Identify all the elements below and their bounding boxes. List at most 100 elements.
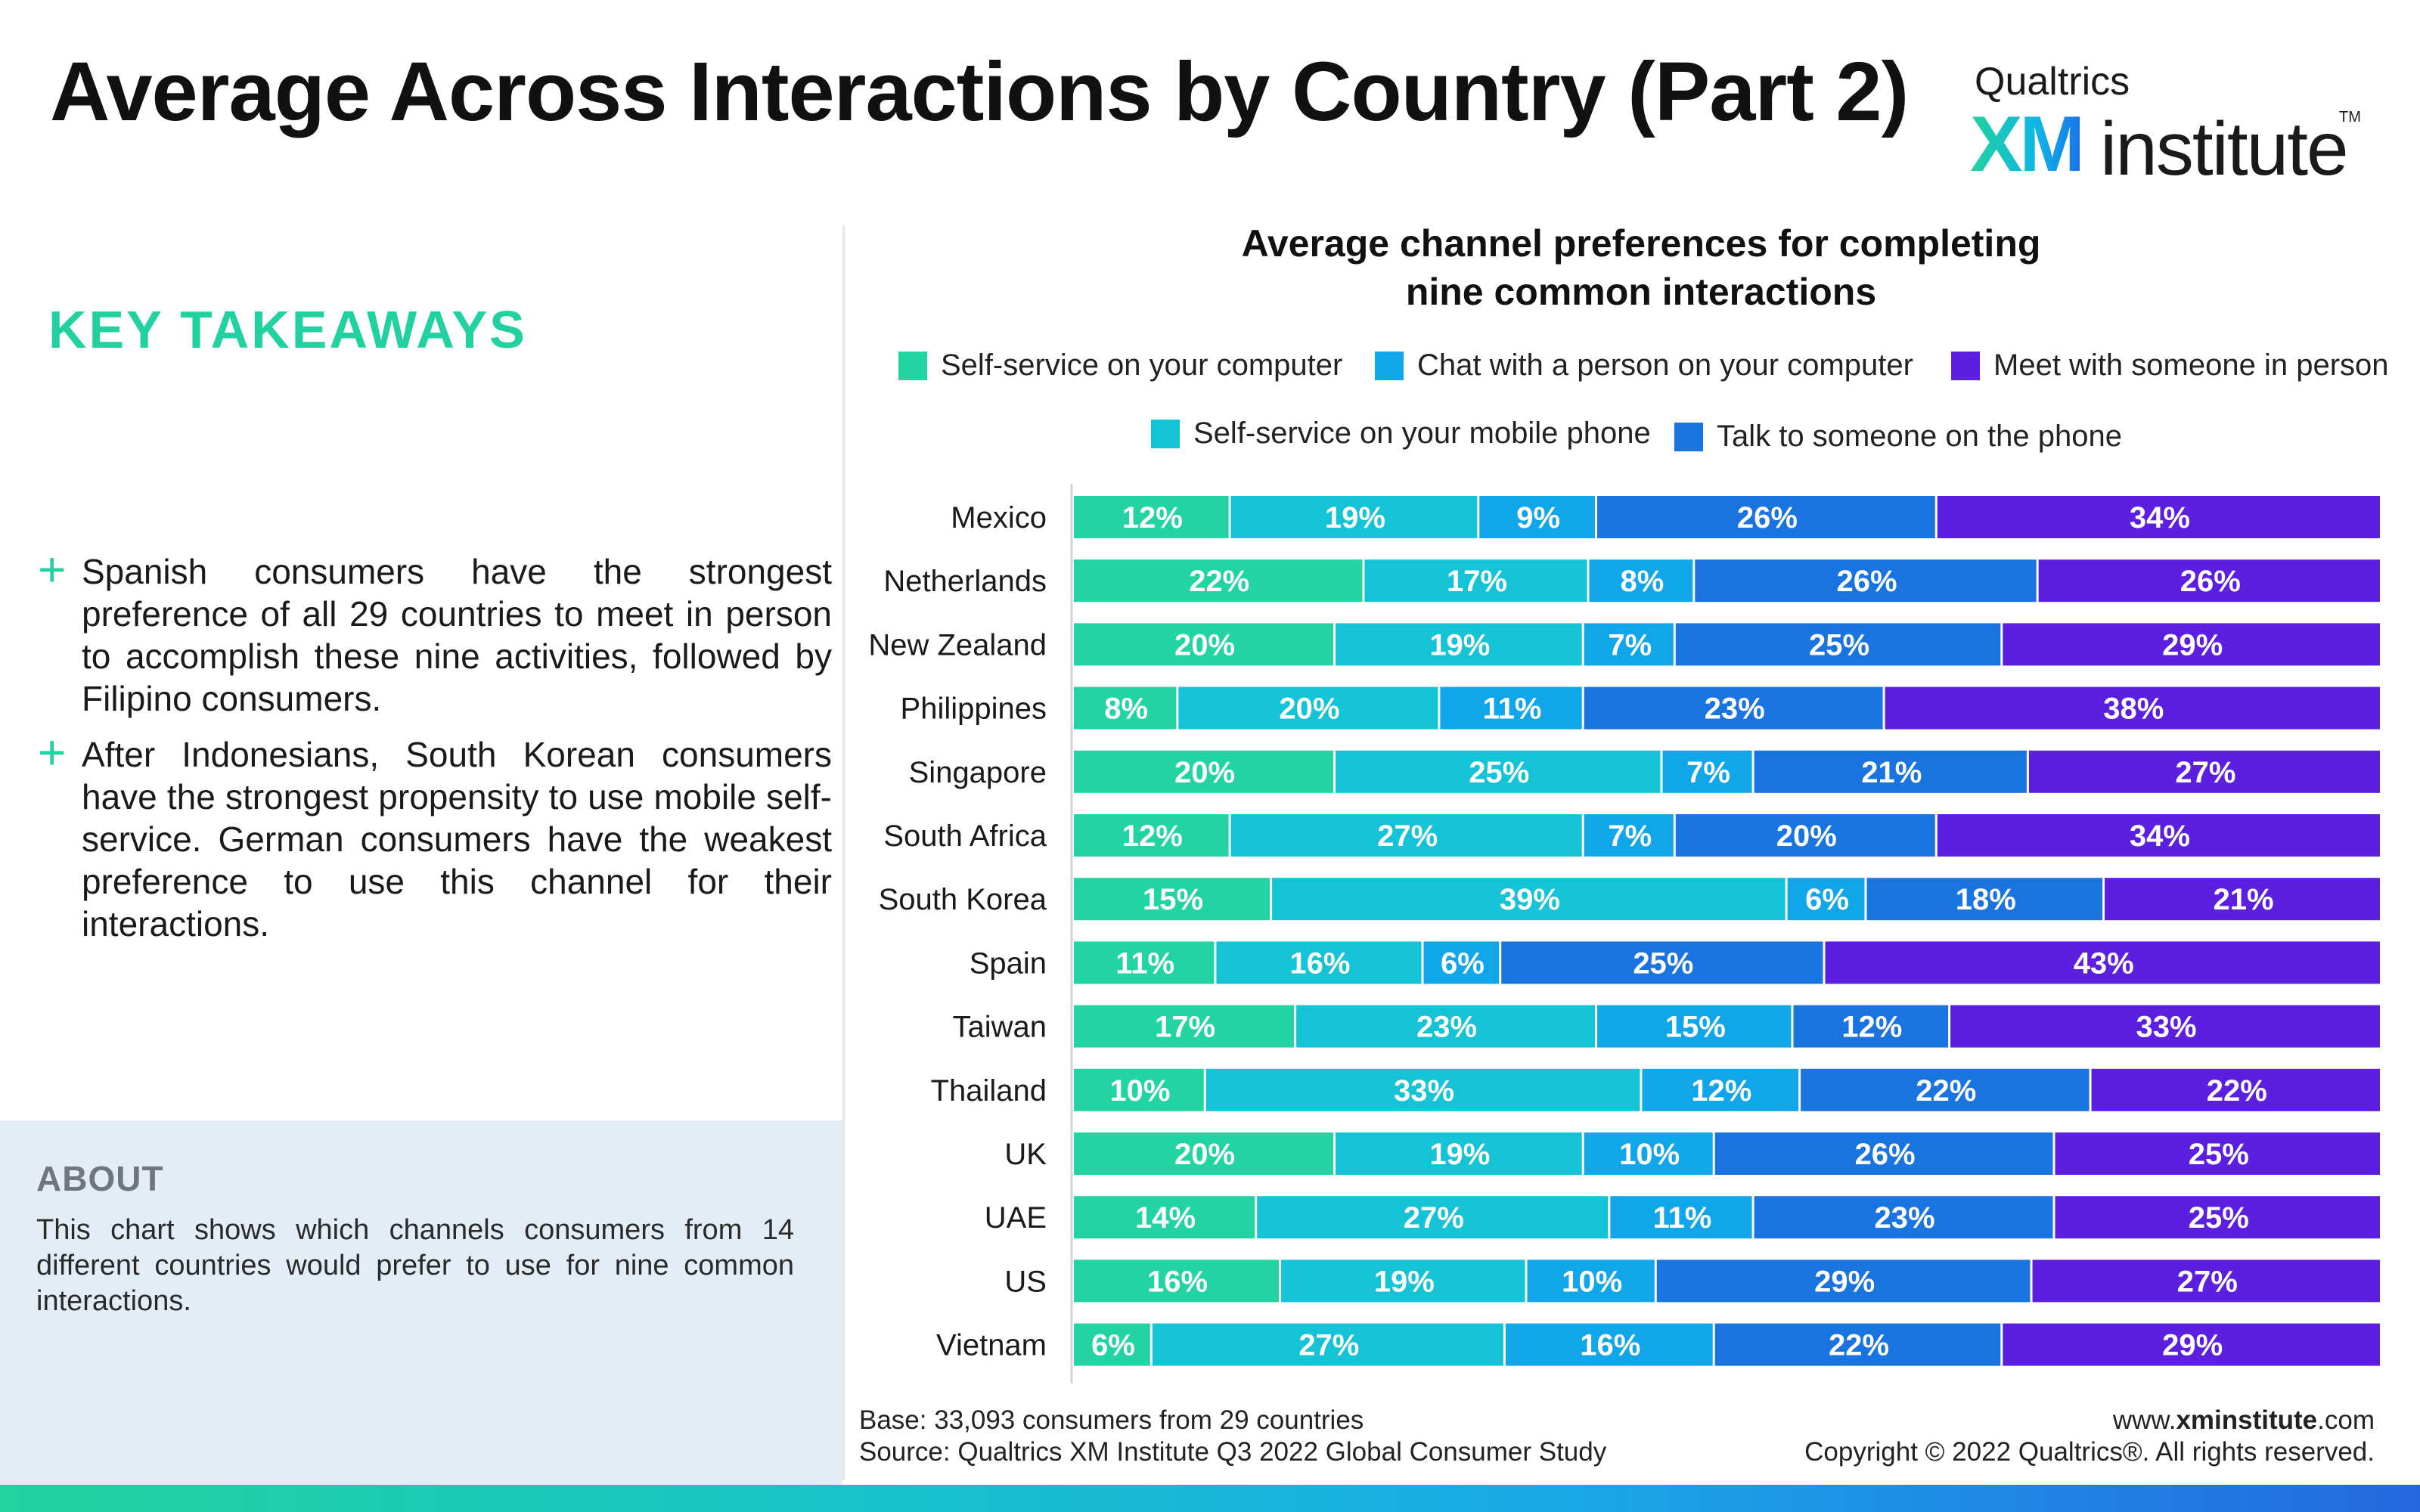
bar-segment [2038,559,2380,603]
data-label: 27% [1404,1201,1464,1235]
data-label: 8% [1621,565,1665,598]
data-label: 21% [2213,883,2273,916]
bar-segment [1527,1259,1655,1303]
data-label: 19% [1325,501,1385,534]
category-label: Spain [970,947,1047,980]
data-label: 34% [2130,820,2190,853]
bar-segment [1754,750,2027,793]
bar-segment [1423,941,1500,984]
data-label: 27% [2175,756,2235,789]
bar-segment [2091,1068,2380,1111]
bar-segment [1336,1132,1582,1175]
bar-segment [1675,623,2001,666]
footer-source: Source: Qualtrics XM Institute Q3 2022 G… [859,1437,1607,1467]
key-takeaways-heading: KEY TAKEAWAYS [48,300,527,359]
data-label: 7% [1608,628,1652,662]
data-label: 18% [1956,883,2016,916]
data-label: 17% [1447,565,1507,598]
bar-segment [1074,1196,1255,1239]
data-label: 19% [1429,628,1490,662]
bar-segment [1479,496,1595,538]
data-label: 23% [1875,1201,1935,1235]
legend-item-talk-phone: Talk to someone on the phone [1674,420,2122,459]
bar-segment [1793,1005,1949,1048]
data-label: 21% [1861,756,1922,789]
data-label: 33% [2136,1011,2197,1044]
data-label: 11% [1483,692,1542,726]
bar-segment [1584,623,1674,666]
bar-segment [1937,496,2380,538]
about-text: This chart shows which channels consumer… [36,1214,794,1317]
data-label: 12% [1122,501,1183,534]
data-label: 23% [1416,1011,1477,1044]
bar-segment [1296,1005,1595,1048]
data-label: 6% [1805,883,1849,916]
data-label: 25% [1633,947,1693,980]
data-label: 23% [1705,692,1765,726]
category-label: Mexico [951,501,1047,534]
bar-segment [1074,1132,1333,1175]
bar-segment [1695,559,2037,603]
legend-label: Chat with a person on your computer [1417,349,1913,382]
bar-segment [1074,941,1215,984]
bar-segment [1642,1068,1799,1111]
data-label: 26% [1836,565,1897,598]
bar-segment [1440,686,1582,730]
category-label: UK [1004,1138,1047,1171]
category-label: Netherlands [883,565,1047,598]
data-label: 14% [1135,1201,1196,1235]
footer-copyright: Copyright © 2022 Qualtrics®. All rights … [1804,1437,2375,1467]
bar-segment [1205,1068,1640,1111]
bar-segment [2055,1132,2380,1175]
bar-segment [1866,878,2103,921]
data-label: 29% [1814,1265,1875,1298]
bar-segment [1501,941,1823,984]
bar-segment [1336,623,1582,666]
data-label: 29% [2162,1329,2223,1362]
bar-segment [1675,814,1935,857]
bar-segment [1714,1323,2001,1366]
bar-segment [1074,1068,1204,1111]
data-label: 22% [1916,1074,1976,1108]
footer-url: www.xminstitute.com [2112,1405,2375,1435]
about-heading: ABOUT [36,1159,164,1198]
category-label: New Zealand [868,628,1047,662]
legend-label: Self-service on your mobile phone [1193,417,1651,450]
bar-segment [1950,1005,2380,1048]
bar-segment [2003,623,2380,666]
bar-segment [1074,1323,1150,1366]
category-label: Thailand [931,1074,1047,1108]
data-label: 26% [2180,565,2241,598]
bar-segment [1230,496,1478,538]
legend-swatch [1375,351,1404,380]
bar-segment [1074,686,1177,730]
data-label: 19% [1429,1138,1490,1171]
bar-segment [1584,686,1883,730]
bar-segment [1272,878,1786,921]
takeaway-text: After Indonesians, South Korean consumer… [82,735,832,943]
bar-segment [1336,750,1661,793]
category-label: Taiwan [952,1011,1047,1044]
bar-segment [1074,623,1333,666]
data-label: 20% [1279,692,1339,726]
bar-segment [2003,1323,2380,1366]
data-label: 38% [2103,692,2164,726]
legend-label: Self-service on your computer [941,349,1343,382]
bar-segment [1584,814,1674,857]
bar-segment [1074,750,1333,793]
data-label: 22% [1829,1329,1889,1362]
logo-brand-text: Qualtrics [1975,60,2130,104]
bar-segment [1364,559,1587,603]
bar-segment [1801,1068,2090,1111]
chart-title-line-2: nine common interactions [1405,271,1877,313]
data-label: 7% [1686,756,1730,789]
data-label: 43% [2074,947,2134,980]
bar-segment [1787,878,1865,921]
data-label: 6% [1091,1329,1135,1362]
data-label: 27% [1298,1329,1359,1362]
data-label: 7% [1608,820,1652,853]
data-label: 20% [1174,756,1235,789]
plus-icon: + [38,725,67,779]
legend-label: Meet with someone in person [1993,349,2389,382]
data-label: 6% [1441,947,1485,980]
